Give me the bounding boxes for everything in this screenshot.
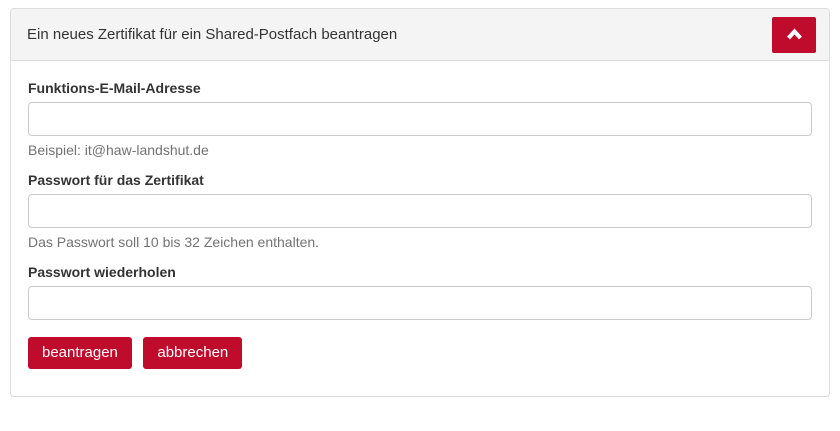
field-group-password: Passwort für das Zertifikat Das Passwort… (28, 172, 812, 250)
button-row: beantragen abbrechen (28, 337, 812, 369)
password-input[interactable] (28, 194, 812, 228)
email-input[interactable] (28, 102, 812, 136)
submit-button[interactable]: beantragen (28, 337, 132, 369)
cancel-button[interactable]: abbrechen (143, 337, 243, 369)
panel-header: Ein neues Zertifikat für ein Shared-Post… (11, 9, 829, 61)
collapse-button[interactable] (772, 16, 816, 53)
password-label: Passwort für das Zertifikat (28, 172, 204, 188)
chevron-up-icon (786, 28, 803, 41)
email-label: Funktions-E-Mail-Adresse (28, 80, 201, 96)
panel-title: Ein neues Zertifikat für ein Shared-Post… (27, 26, 398, 43)
password-help-text: Das Passwort soll 10 bis 32 Zeichen enth… (28, 234, 320, 250)
panel-body: Funktions-E-Mail-Adresse Beispiel: it@ha… (11, 61, 829, 396)
certificate-request-panel: Ein neues Zertifikat für ein Shared-Post… (10, 8, 830, 397)
password-repeat-input[interactable] (28, 286, 812, 320)
field-group-password-repeat: Passwort wiederholen (28, 264, 812, 320)
password-repeat-label: Passwort wiederholen (28, 264, 176, 280)
field-group-email: Funktions-E-Mail-Adresse Beispiel: it@ha… (28, 80, 812, 158)
email-help-text: Beispiel: it@haw-landshut.de (28, 142, 209, 158)
